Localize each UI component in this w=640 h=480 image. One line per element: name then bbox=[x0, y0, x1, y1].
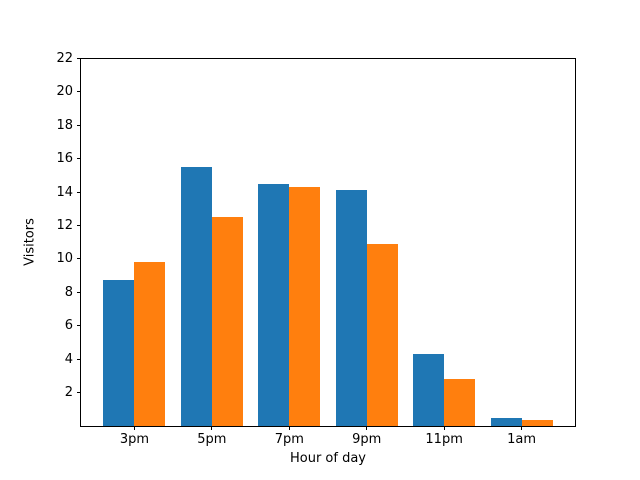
y-tick-label: 4 bbox=[64, 351, 73, 367]
y-tick-mark bbox=[77, 124, 81, 126]
y-tick-mark bbox=[77, 325, 81, 327]
y-tick-mark bbox=[77, 225, 81, 227]
bar-9pm-series-blue bbox=[335, 190, 367, 426]
y-tick-mark bbox=[77, 291, 81, 293]
bar-7pm-series-blue bbox=[258, 183, 290, 426]
x-tick-label: 5pm bbox=[197, 432, 227, 447]
y-tick-label: 18 bbox=[56, 117, 73, 133]
y-tick-label: 6 bbox=[64, 318, 73, 334]
y-tick-mark bbox=[77, 258, 81, 260]
x-tick-mark bbox=[133, 426, 135, 430]
bar-7pm-series-orange bbox=[289, 187, 321, 426]
x-tick-label: 3pm bbox=[119, 432, 150, 447]
y-tick-label: 8 bbox=[64, 284, 73, 300]
y-tick-label: 14 bbox=[56, 184, 73, 200]
x-tick-mark bbox=[521, 426, 523, 430]
y-tick-mark bbox=[77, 158, 81, 160]
y-tick-label: 12 bbox=[56, 218, 73, 234]
bar-1am-series-orange bbox=[521, 420, 553, 426]
y-tick-mark bbox=[77, 91, 81, 93]
x-tick-label: 11pm bbox=[425, 432, 463, 447]
bar-3pm-series-orange bbox=[134, 262, 166, 426]
y-tick-mark bbox=[77, 392, 81, 394]
y-tick-label: 2 bbox=[64, 385, 73, 401]
y-tick-label: 20 bbox=[56, 84, 73, 100]
bar-3pm-series-blue bbox=[103, 279, 135, 426]
y-tick-mark bbox=[77, 358, 81, 360]
bar-11pm-series-blue bbox=[413, 354, 445, 426]
x-tick-mark bbox=[288, 426, 290, 430]
bar-1am-series-blue bbox=[490, 418, 522, 426]
x-tick-mark bbox=[443, 426, 445, 430]
x-tick-label: 1am bbox=[507, 432, 537, 447]
y-tick-mark bbox=[77, 191, 81, 193]
y-tick-label: 22 bbox=[56, 51, 73, 66]
bar-9pm-series-orange bbox=[366, 243, 398, 426]
x-tick-label: 7pm bbox=[274, 432, 304, 447]
y-tick-label: 10 bbox=[56, 251, 73, 267]
x-tick-label: 9pm bbox=[352, 432, 382, 447]
y-tick-label: 16 bbox=[56, 151, 73, 167]
bar-5pm-series-orange bbox=[211, 217, 243, 426]
plot-area: Visitors Hour of day 2 4 6 8 10 12 14 16 18 20 22 3… bbox=[23, 52, 576, 465]
bar-11pm-series-orange bbox=[444, 379, 476, 426]
x-tick-mark bbox=[211, 426, 213, 430]
y-tick-mark bbox=[77, 58, 81, 59]
x-axis-label: Hour of day bbox=[289, 451, 367, 466]
bar-5pm-series-blue bbox=[180, 167, 212, 426]
x-tick-mark bbox=[366, 426, 368, 430]
